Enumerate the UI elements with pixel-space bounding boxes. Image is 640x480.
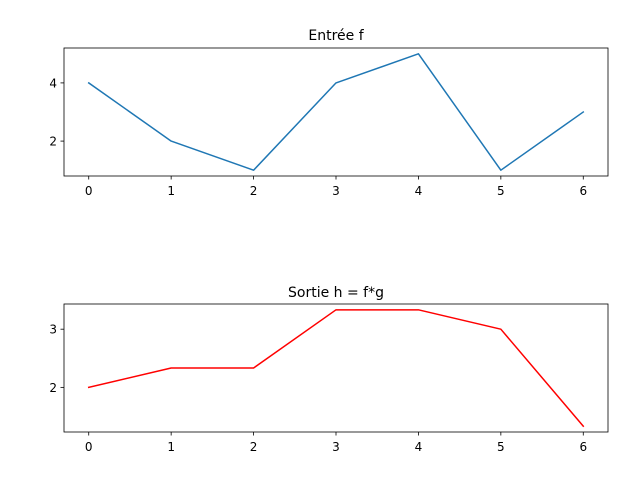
plot-frame xyxy=(63,47,609,177)
x-tick-label: 6 xyxy=(579,440,587,454)
x-tick-label: 3 xyxy=(332,440,340,454)
x-tick-label: 1 xyxy=(167,440,175,454)
y-tick-label: 2 xyxy=(49,381,57,395)
plot-frame xyxy=(63,303,609,433)
x-tick-label: 2 xyxy=(250,440,258,454)
chart-title: Entrée f xyxy=(308,28,364,44)
x-tick-label: 3 xyxy=(332,184,340,198)
x-tick-label: 6 xyxy=(579,184,587,198)
x-tick-label: 5 xyxy=(497,440,505,454)
y-tick-label: 2 xyxy=(49,135,57,149)
series-line xyxy=(87,53,585,171)
chart-title: Sortie h = f*g xyxy=(288,285,384,301)
x-tick-label: 2 xyxy=(250,184,258,198)
y-tick-label: 3 xyxy=(49,323,57,337)
chart-entree-f: Entrée f 0 1 2 3 4 5 6 2 4 xyxy=(49,28,609,198)
y-tick-label: 4 xyxy=(49,76,57,90)
x-tick-label: 0 xyxy=(85,440,93,454)
series-line xyxy=(87,309,585,428)
x-tick-label: 5 xyxy=(497,184,505,198)
x-tick-label: 1 xyxy=(167,184,175,198)
chart-sortie-h: Sortie h = f*g 0 1 2 3 4 5 6 2 3 xyxy=(49,285,609,454)
x-tick-label: 4 xyxy=(415,184,423,198)
x-tick-label: 4 xyxy=(415,440,423,454)
x-tick-label: 0 xyxy=(85,184,93,198)
